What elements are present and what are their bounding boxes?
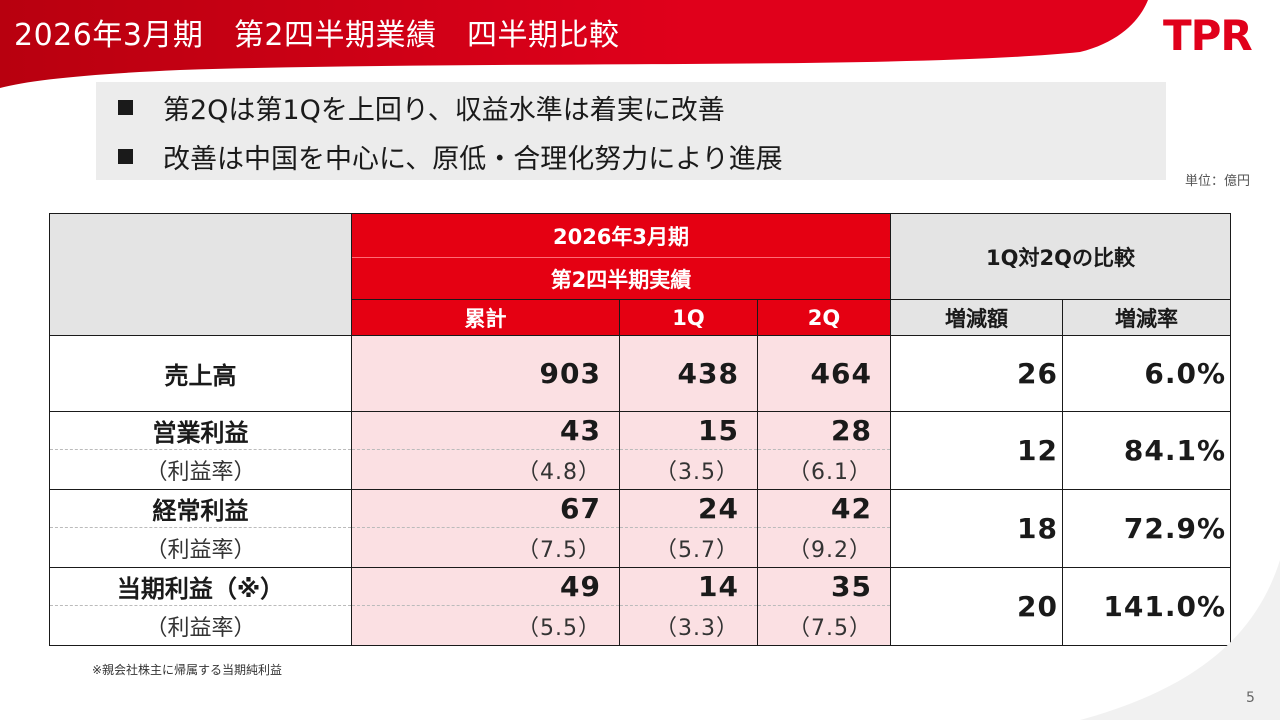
cumulative-value: 43 [351,411,620,450]
q1-value: 15 [619,411,758,450]
q2-margin: （6.1） [757,449,891,490]
footnote: ※親会社株主に帰属する当期純利益 [92,663,283,677]
table-row: 売上高 903 438 464 26 6.0% [49,335,1231,412]
rate-value: 72.9% [1062,489,1231,568]
q2-value: 35 [757,567,891,606]
cumulative-value: 49 [351,567,620,606]
diff-value: 20 [890,567,1063,646]
rate-value: 6.0% [1062,335,1231,412]
comparison-header: 1Q対2Qの比較 [890,213,1231,300]
rate-value: 84.1% [1062,411,1231,490]
row-sublabel: （利益率） [49,527,352,568]
q1-value: 24 [619,489,758,528]
header-blank-cell [49,213,352,336]
q2-margin: （9.2） [757,527,891,568]
company-logo: TPR [1163,11,1253,60]
q1-margin: （5.7） [619,527,758,568]
square-bullet-icon [118,100,133,115]
column-header-1q: 1Q [619,299,758,336]
period-subheader: 第2四半期実績 [351,257,891,300]
row-sublabel: （利益率） [49,605,352,646]
page-number: 5 [1246,690,1255,706]
period-header: 2026年3月期 [351,213,891,258]
q1-margin: （3.3） [619,605,758,646]
row-label: 営業利益 [49,411,352,450]
cumulative-value: 67 [351,489,620,528]
diff-value: 18 [890,489,1063,568]
cumulative-margin: （4.8） [351,449,620,490]
table-row: 営業利益 43 15 28 12 84.1% [49,411,1231,490]
cumulative-value: 903 [351,335,620,412]
table-row: （利益率） （7.5） （5.7） （9.2） [49,527,1231,568]
q1-value: 438 [619,335,758,412]
financial-table: 2026年3月期 1Q対2Qの比較 第2四半期実績 累計 1Q 2Q 増減額 増… [49,213,1231,646]
column-header-cumulative: 累計 [351,299,620,336]
table-row: （利益率） （5.5） （3.3） （7.5） [49,605,1231,646]
q2-value: 42 [757,489,891,528]
summary-bullet-text: 改善は中国を中心に、原低・合理化努力により進展 [163,144,783,175]
diff-value: 12 [890,411,1063,490]
q2-value: 464 [757,335,891,412]
page-title: 2026年3月期 第2四半期業績 四半期比較 [14,18,620,53]
q2-margin: （7.5） [757,605,891,646]
header-banner: 2026年3月期 第2四半期業績 四半期比較 TPR [0,0,1280,90]
row-sublabel: （利益率） [49,449,352,490]
summary-bullet: 改善は中国を中心に、原低・合理化努力により進展 [118,137,783,176]
header-red-swoosh [0,0,1148,88]
column-header-diff: 増減額 [890,299,1063,336]
cumulative-margin: （7.5） [351,527,620,568]
cumulative-margin: （5.5） [351,605,620,646]
table-row: （利益率） （4.8） （3.5） （6.1） [49,449,1231,490]
row-label: 当期利益（※） [49,567,352,606]
row-label: 経常利益 [49,489,352,528]
summary-bullet: 第2Qは第1Qを上回り、収益水準は着実に改善 [118,88,725,127]
q1-value: 14 [619,567,758,606]
table-header-row: 2026年3月期 1Q対2Qの比較 [49,213,1231,336]
table-row: 経常利益 67 24 42 18 72.9% [49,489,1231,568]
q2-value: 28 [757,411,891,450]
table-row: 当期利益（※） 49 14 35 20 141.0% [49,567,1231,646]
column-header-rate: 増減率 [1062,299,1231,336]
q1-margin: （3.5） [619,449,758,490]
square-bullet-icon [118,149,133,164]
summary-box: 第2Qは第1Qを上回り、収益水準は着実に改善 改善は中国を中心に、原低・合理化努… [96,82,1166,180]
row-label: 売上高 [49,335,352,412]
table-column-header-row: 累計 1Q 2Q 増減額 増減率 [50,299,1231,336]
column-header-2q: 2Q [757,299,891,336]
diff-value: 26 [890,335,1063,412]
unit-label: 単位：億円 [1185,174,1251,189]
rate-value: 141.0% [1062,567,1231,646]
summary-bullet-text: 第2Qは第1Qを上回り、収益水準は着実に改善 [163,95,725,126]
